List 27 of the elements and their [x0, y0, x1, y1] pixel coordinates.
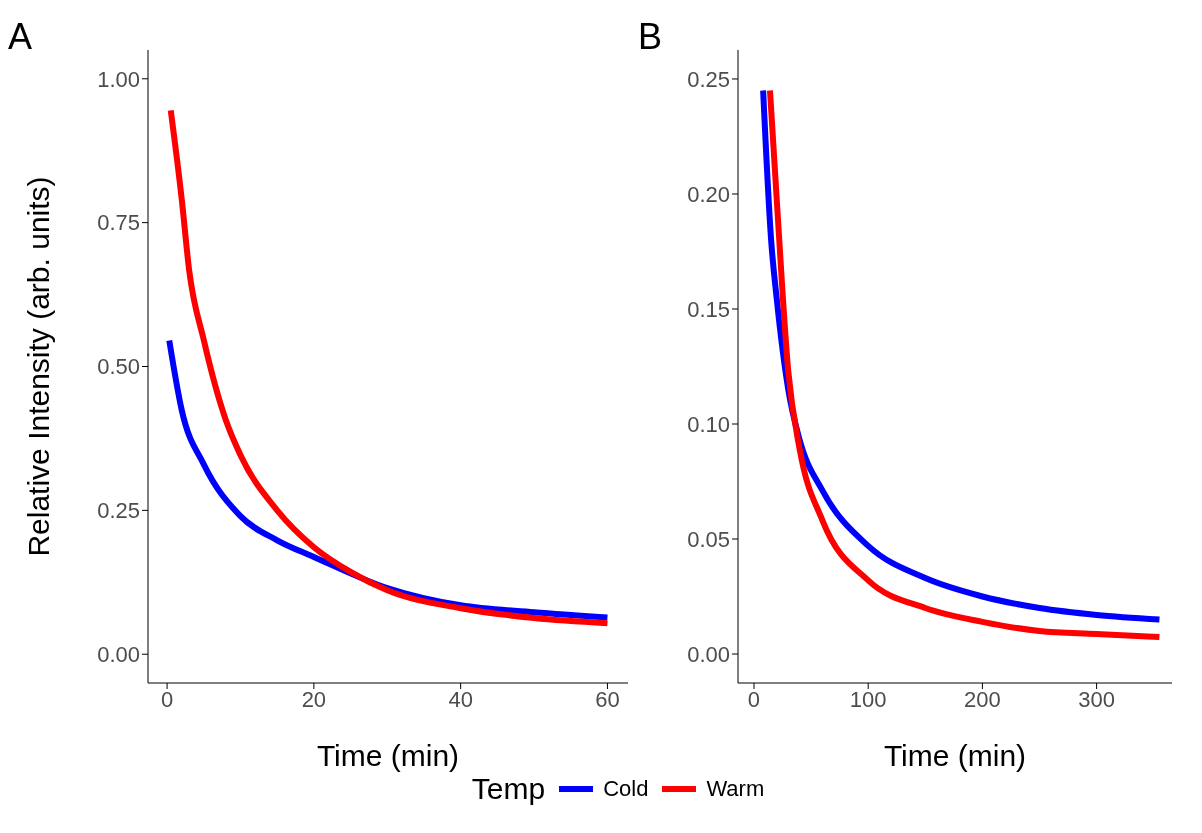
- x-tick-label: 60: [595, 686, 620, 712]
- y-tick-label: 0.50: [97, 354, 140, 380]
- chart-title: A: [8, 16, 33, 58]
- y-tick-label: 0.00: [97, 642, 140, 668]
- x-tick-label: 0: [747, 686, 761, 712]
- x-tick-label: 300: [1078, 686, 1115, 712]
- y-tick-label: 0.15: [687, 296, 730, 322]
- y-tick-label: 0.10: [687, 411, 730, 437]
- legend-label: Cold: [603, 776, 649, 802]
- x-axis-title: Time (min): [883, 739, 1027, 772]
- legend-label: Warm: [706, 776, 765, 802]
- y-tick-label: 0.25: [97, 498, 140, 524]
- y-tick-label: 0.20: [687, 181, 730, 207]
- x-tick-label: 200: [964, 686, 1001, 712]
- y-tick-label: 0.75: [97, 210, 140, 236]
- y-tick-label: 0.05: [687, 526, 730, 552]
- y-tick-label: 1.00: [97, 66, 140, 92]
- y-axis-title: Relative Intensity (arb. units): [21, 176, 55, 557]
- y-tick-label: 0.00: [687, 641, 730, 667]
- y-tick-label: 0.25: [687, 66, 730, 92]
- x-axis-title: Time (min): [316, 739, 460, 772]
- x-tick-label: 20: [301, 686, 327, 712]
- chart-title: B: [638, 16, 663, 58]
- x-tick-label: 100: [849, 686, 887, 712]
- x-tick-label: 40: [448, 686, 473, 712]
- legend-title: Temp: [471, 772, 546, 806]
- x-tick-label: 0: [160, 686, 174, 712]
